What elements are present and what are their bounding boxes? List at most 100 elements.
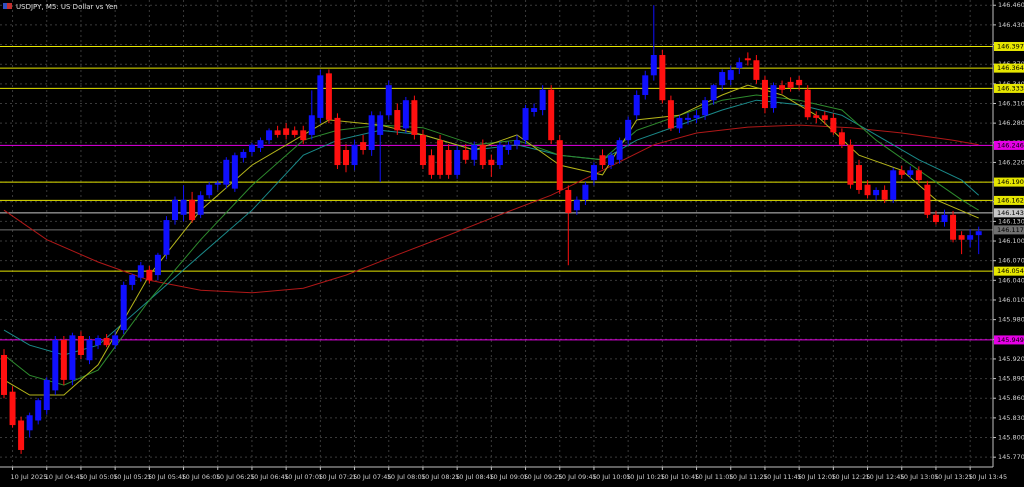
candle-body — [924, 184, 931, 215]
y-tick-label: 146.460 — [998, 1, 1024, 9]
candle-body — [137, 265, 144, 278]
x-tick-label: 10 Jul 09:25 — [524, 473, 563, 481]
candle-body — [360, 142, 367, 150]
x-tick-label: 10 Jul 06:05 — [182, 473, 221, 481]
chart-title: USDJPY, M5: US Dollar vs Yen — [16, 3, 118, 11]
x-tick-label: 10 Jul 11:25 — [729, 473, 768, 481]
candle-body — [445, 149, 452, 175]
candle-body — [608, 155, 615, 166]
candle-body — [240, 151, 247, 158]
candle-body — [496, 144, 503, 166]
candle-body — [146, 269, 153, 281]
x-tick-label: 10 Jul 12:45 — [866, 473, 905, 481]
x-tick-label: 10 Jul 13:25 — [934, 473, 973, 481]
x-tick-label: 10 Jul 10:45 — [660, 473, 699, 481]
level-label: 145.949 — [997, 336, 1024, 344]
candle-body — [779, 85, 786, 90]
x-tick-label: 10 Jul 07:05 — [284, 473, 323, 481]
candle-body — [43, 379, 50, 411]
x-tick-label: 10 Jul 2025 — [11, 473, 48, 481]
candle-body — [334, 117, 341, 166]
candle-body — [522, 108, 529, 141]
x-tick-label: 10 Jul 10:25 — [626, 473, 665, 481]
x-tick-label: 10 Jul 09:05 — [489, 473, 528, 481]
candle-body — [975, 231, 982, 236]
y-tick-label: 145.890 — [998, 375, 1024, 383]
candle-body — [77, 336, 84, 355]
candle-body — [428, 155, 435, 175]
candle-body — [26, 415, 33, 431]
candle-body — [214, 182, 221, 185]
candle-body — [283, 128, 290, 135]
x-tick-label: 10 Jul 04:45 — [45, 473, 84, 481]
candle-body — [830, 117, 837, 133]
x-tick-label: 10 Jul 06:25 — [216, 473, 255, 481]
candle-body — [890, 170, 897, 200]
candle-body — [343, 149, 349, 166]
level-label-box — [994, 42, 1024, 52]
candle-body — [291, 130, 298, 135]
candle-body — [95, 337, 102, 346]
x-tick-label: 10 Jul 10:05 — [592, 473, 631, 481]
level-label: 146.364 — [997, 64, 1024, 72]
candle-body — [163, 220, 170, 255]
candle-body — [616, 140, 623, 160]
candle-body — [86, 339, 93, 361]
candle-body — [35, 400, 42, 421]
x-tick-label: 10 Jul 12:05 — [797, 473, 836, 481]
y-tick-label: 145.980 — [998, 316, 1024, 324]
candle-body — [129, 275, 136, 285]
candle-body — [531, 108, 538, 113]
candle-body — [796, 79, 803, 86]
candle-body — [231, 155, 238, 189]
y-tick-label: 146.040 — [998, 276, 1024, 284]
level-label: 146.117 — [997, 226, 1024, 234]
candle-body — [18, 420, 25, 450]
x-tick-label: 10 Jul 07:45 — [353, 473, 392, 481]
candle-body — [257, 140, 264, 149]
candle-body — [761, 79, 768, 109]
candle-body — [548, 89, 555, 141]
plot — [0, 5, 993, 454]
candle-body — [325, 73, 332, 120]
candle-body — [676, 117, 683, 129]
symbol-icon-part — [7, 3, 12, 9]
level-label: 146.333 — [997, 84, 1024, 92]
y-tick-label: 146.070 — [998, 257, 1024, 265]
candle-body — [539, 89, 546, 111]
candle-body — [582, 184, 589, 200]
candle-body — [958, 235, 965, 240]
y-tick-label: 146.340 — [998, 80, 1024, 88]
candle-body — [479, 144, 486, 166]
candle-body — [565, 189, 572, 213]
candle-body — [804, 89, 811, 118]
candle-body — [394, 110, 401, 131]
candle-body — [693, 115, 700, 118]
level-label: 146.246 — [997, 141, 1024, 149]
candle-body — [385, 85, 392, 116]
candle-body — [9, 391, 16, 426]
candle-body — [402, 100, 409, 129]
candle-body — [471, 144, 478, 160]
x-tick-label: 10 Jul 13:45 — [968, 473, 1007, 481]
x-tick-label: 10 Jul 08:45 — [455, 473, 494, 481]
candle-body — [223, 159, 230, 185]
y-tick-label: 145.860 — [998, 394, 1024, 402]
candle-body — [625, 119, 632, 141]
candle-body — [308, 115, 315, 135]
candle-body — [368, 115, 375, 150]
candle-body — [941, 214, 948, 223]
candle-body — [180, 199, 187, 215]
candle-body — [454, 149, 461, 175]
candle-body — [907, 170, 914, 175]
candle-body — [736, 62, 743, 69]
candle-body — [351, 144, 358, 166]
candle-body — [864, 184, 871, 196]
candle-body — [702, 100, 709, 116]
candle-body — [248, 144, 255, 152]
x-tick-label: 10 Jul 07:25 — [318, 473, 357, 481]
candle-body — [69, 335, 76, 380]
x-tick-label: 10 Jul 06:45 — [250, 473, 289, 481]
candle-body — [514, 140, 520, 145]
candle-body — [462, 149, 469, 160]
